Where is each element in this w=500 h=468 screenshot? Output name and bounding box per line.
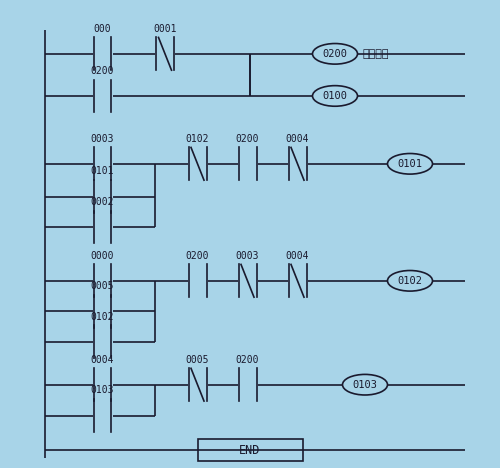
- Text: END: END: [240, 444, 260, 457]
- Text: 0102: 0102: [398, 276, 422, 286]
- Text: 0200: 0200: [322, 49, 347, 59]
- Text: 0103: 0103: [352, 380, 378, 390]
- Text: 0200: 0200: [236, 134, 259, 144]
- Text: 0004: 0004: [91, 355, 114, 365]
- Text: 0200: 0200: [186, 251, 209, 261]
- Text: 0000: 0000: [91, 251, 114, 261]
- Text: 0003: 0003: [91, 134, 114, 144]
- Text: 0005: 0005: [186, 355, 209, 365]
- FancyBboxPatch shape: [198, 439, 302, 461]
- Text: 0003: 0003: [236, 251, 259, 261]
- Text: 0101: 0101: [91, 167, 114, 176]
- Text: 0001: 0001: [153, 24, 177, 34]
- Text: 0004: 0004: [286, 251, 309, 261]
- Text: 0200: 0200: [91, 66, 114, 76]
- Text: 0102: 0102: [91, 312, 114, 322]
- Text: 000: 000: [94, 24, 112, 34]
- Text: 0103: 0103: [91, 386, 114, 395]
- Text: 0102: 0102: [186, 134, 209, 144]
- Text: 0200: 0200: [236, 355, 259, 365]
- Text: 0002: 0002: [91, 197, 114, 207]
- Text: 0101: 0101: [398, 159, 422, 169]
- Text: 0005: 0005: [91, 281, 114, 291]
- Text: 程序启动: 程序启动: [362, 49, 389, 59]
- Text: 0100: 0100: [322, 91, 347, 101]
- Text: 0004: 0004: [286, 134, 309, 144]
